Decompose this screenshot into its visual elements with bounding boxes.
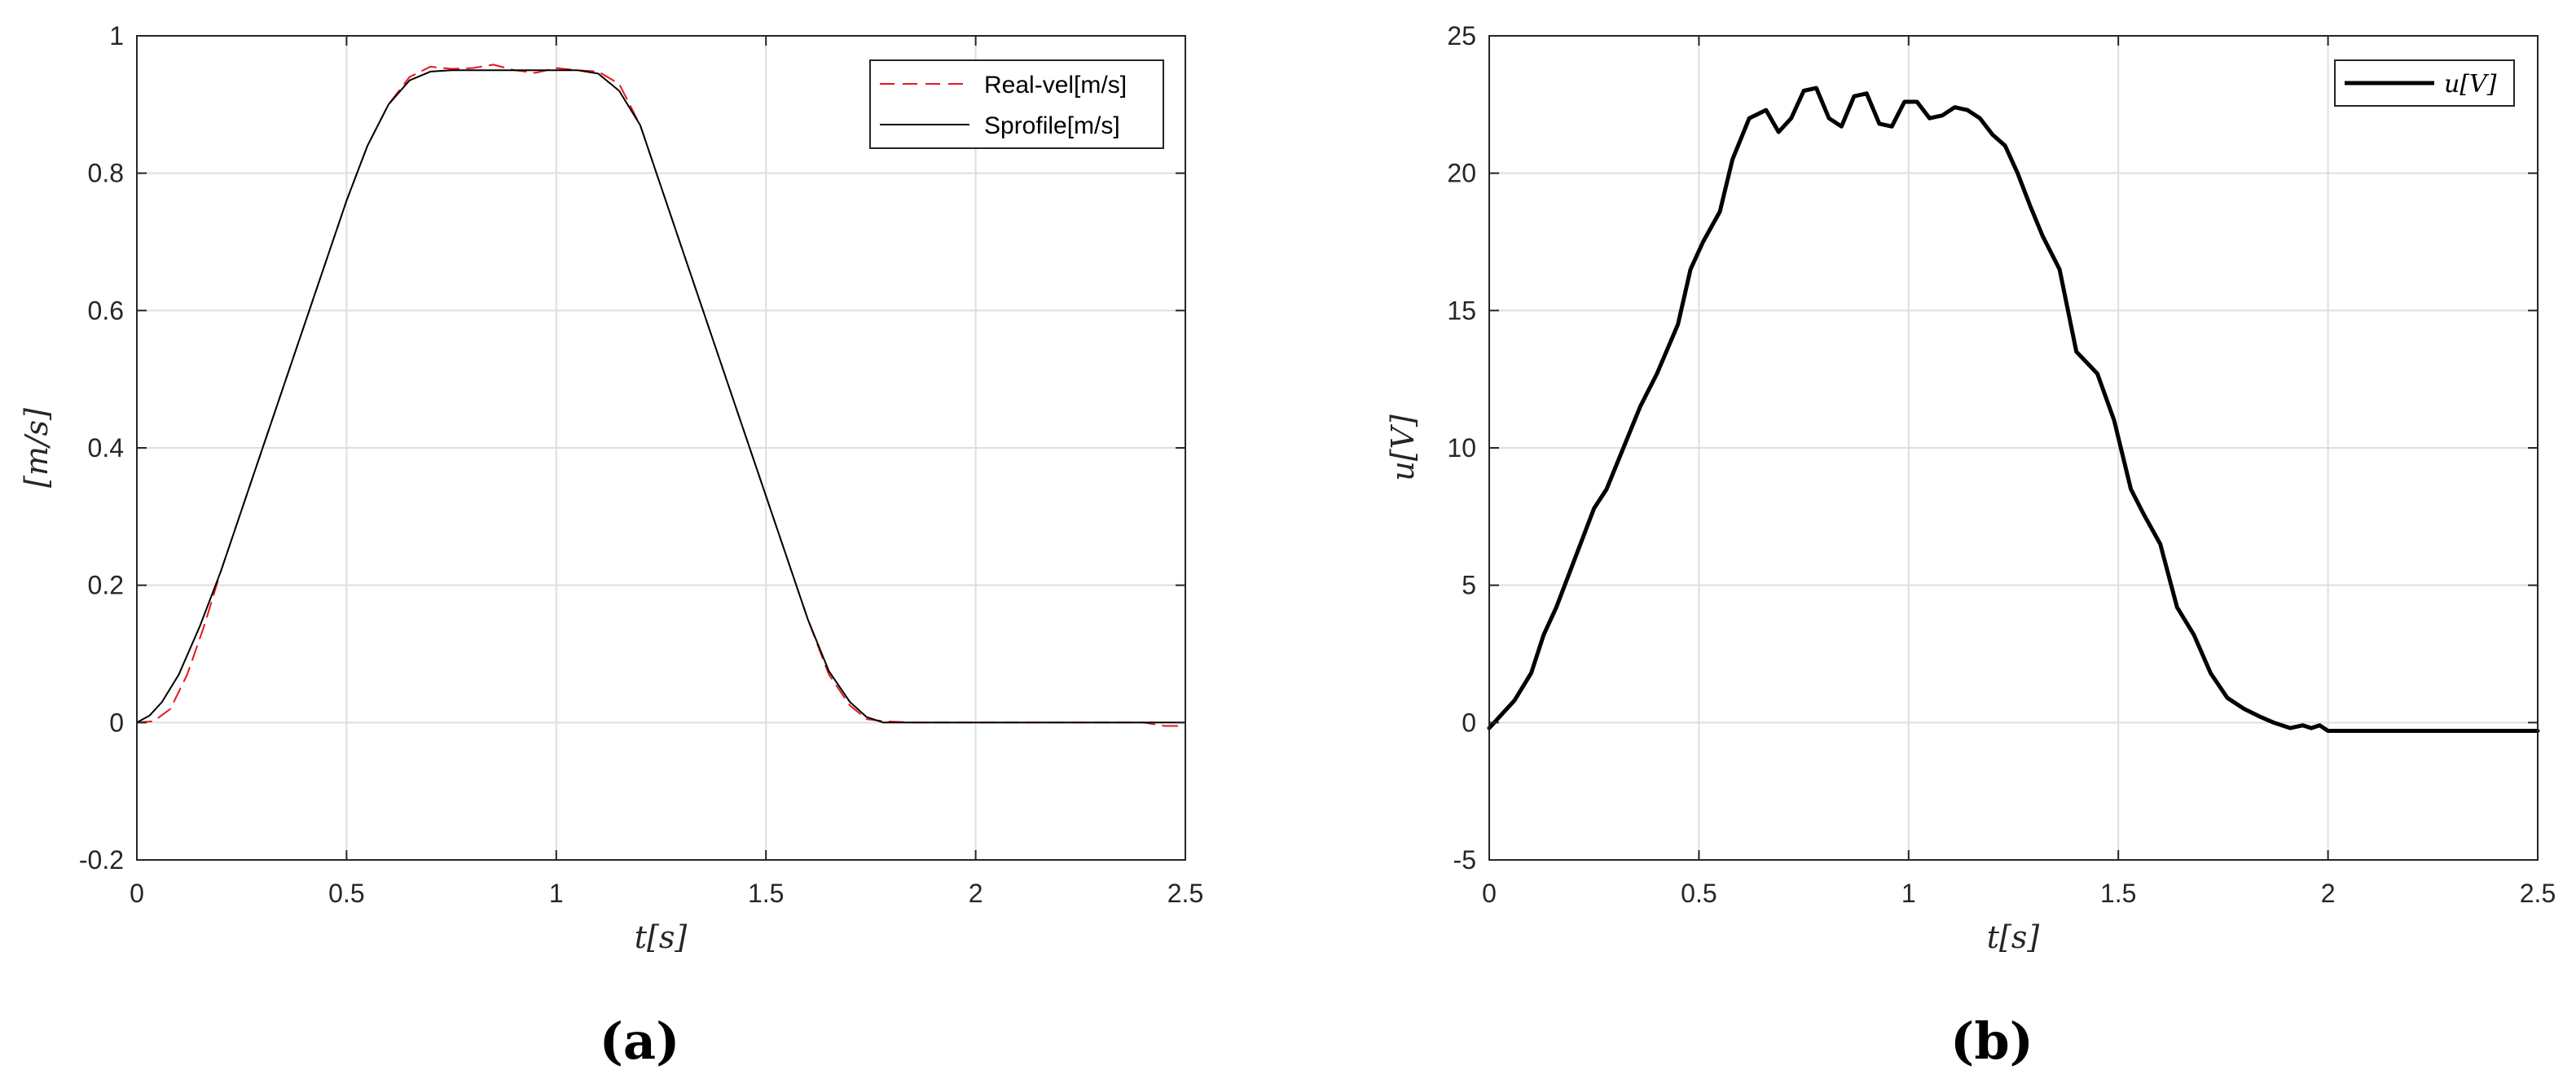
legend-label-u: u[V] [2444, 70, 2497, 99]
series-line-a-0 [136, 64, 1186, 727]
x-tick-label: 0.5 [328, 879, 364, 908]
x-tick-label: 1 [1901, 879, 1916, 908]
y-tick-label: 15 [1447, 296, 1476, 325]
x-tick-label: 1.5 [2100, 879, 2136, 908]
legend-label-real-vel: Real-vel[m/s] [984, 72, 1127, 99]
x-ticks-a: 0 0.5 1 1.5 2 2.5 [130, 36, 1203, 908]
y-tick-label: 5 [1462, 571, 1476, 600]
y-tick-label: 25 [1447, 21, 1476, 50]
panel-label-a: (a) [600, 1011, 680, 1071]
y-tick-label: 0 [1462, 708, 1476, 737]
legend-a: Real-vel[m/s] Sprofile[m/s] [869, 59, 1164, 149]
y-axis-label-b: u[V] [1385, 414, 1421, 481]
y-tick-label: 1 [109, 21, 124, 50]
x-tick-label: 0 [130, 879, 144, 908]
y-tick-label: 20 [1447, 159, 1476, 188]
y-ticks-b: -5 0 5 10 15 20 25 [1447, 21, 2538, 875]
y-axis-label-a: [m/s] [19, 408, 55, 488]
y-tick-label: 0.2 [88, 571, 124, 600]
series-line-b-0 [1487, 86, 2540, 733]
x-axis-label-b: t[s] [1987, 919, 2040, 955]
legend-box-a [869, 59, 1164, 149]
series-group-b [1487, 86, 2540, 733]
y-tick-label: 10 [1447, 433, 1476, 463]
legend-b: u[V] [2334, 59, 2515, 107]
x-tick-label: 2.5 [1167, 879, 1203, 908]
x-tick-label: 2.5 [2520, 879, 2556, 908]
x-tick-label: 1.5 [748, 879, 784, 908]
x-tick-label: 1 [549, 879, 564, 908]
x-ticks-b: 0 0.5 1 1.5 2 2.5 [1482, 36, 2556, 908]
y-tick-label: 0.4 [88, 433, 124, 463]
y-tick-label: -0.2 [79, 845, 124, 875]
x-tick-label: 0 [1482, 879, 1497, 908]
series-line-a-1 [136, 69, 1186, 724]
panel-label-b: (b) [1950, 1011, 2033, 1071]
y-tick-label: 0.6 [88, 296, 124, 325]
y-tick-label: 0.8 [88, 159, 124, 188]
y-ticks-a: -0.2 0 0.2 0.4 0.6 0.8 1 [79, 21, 1185, 875]
x-tick-label: 2 [969, 879, 983, 908]
chart-panel-a: 0 0.5 1 1.5 2 2.5 -0.200.20.40.60.81 t[s] [m/… [19, 21, 1203, 1071]
legend-label-sprofile: Sprofile[m/s] [984, 112, 1120, 139]
y-tick-label: -5 [1453, 845, 1476, 875]
grid-a [136, 35, 1186, 861]
x-tick-label: 0.5 [1681, 879, 1717, 908]
x-axis-label-a: t[s] [635, 919, 688, 955]
series-group-a [136, 64, 1186, 727]
x-tick-label: 2 [2321, 879, 2336, 908]
y-tick-label: 0 [109, 708, 124, 737]
